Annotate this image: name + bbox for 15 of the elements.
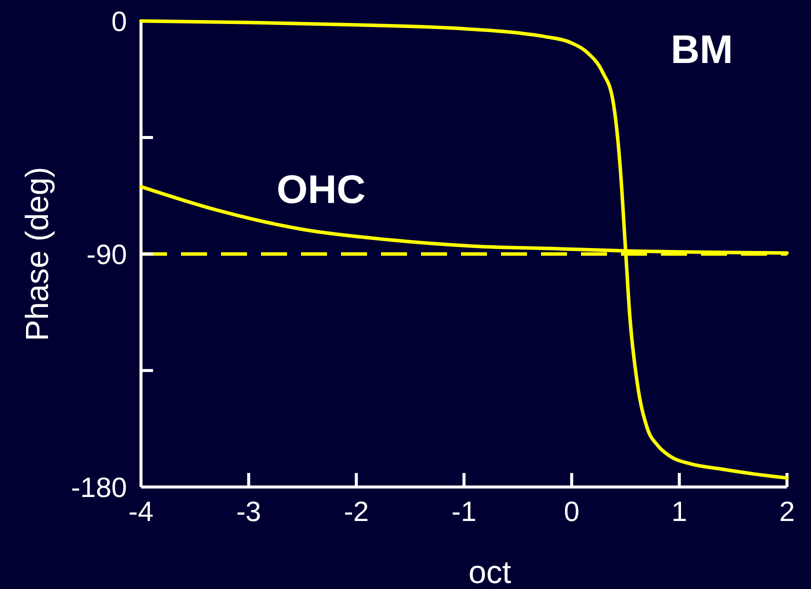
- y-tick-label: -180: [70, 472, 127, 503]
- x-tick-label: -1: [452, 496, 476, 527]
- x-tick-label: -3: [236, 496, 262, 527]
- y-tick-label: -90: [86, 239, 127, 270]
- series-label: OHC: [276, 168, 366, 212]
- x-tick-label: -4: [128, 496, 154, 527]
- line-series: [139, 19, 789, 480]
- y-axis-title: Phase (deg): [19, 166, 55, 342]
- x-tick-label: 2: [779, 496, 795, 527]
- x-axis-title: oct: [468, 554, 512, 589]
- y-tick-label: 0: [111, 6, 127, 37]
- x-tick-label: 0: [564, 496, 580, 527]
- series-label: BM: [670, 28, 733, 72]
- x-tick-label: -2: [344, 496, 369, 527]
- x-tick-label: 1: [672, 496, 688, 527]
